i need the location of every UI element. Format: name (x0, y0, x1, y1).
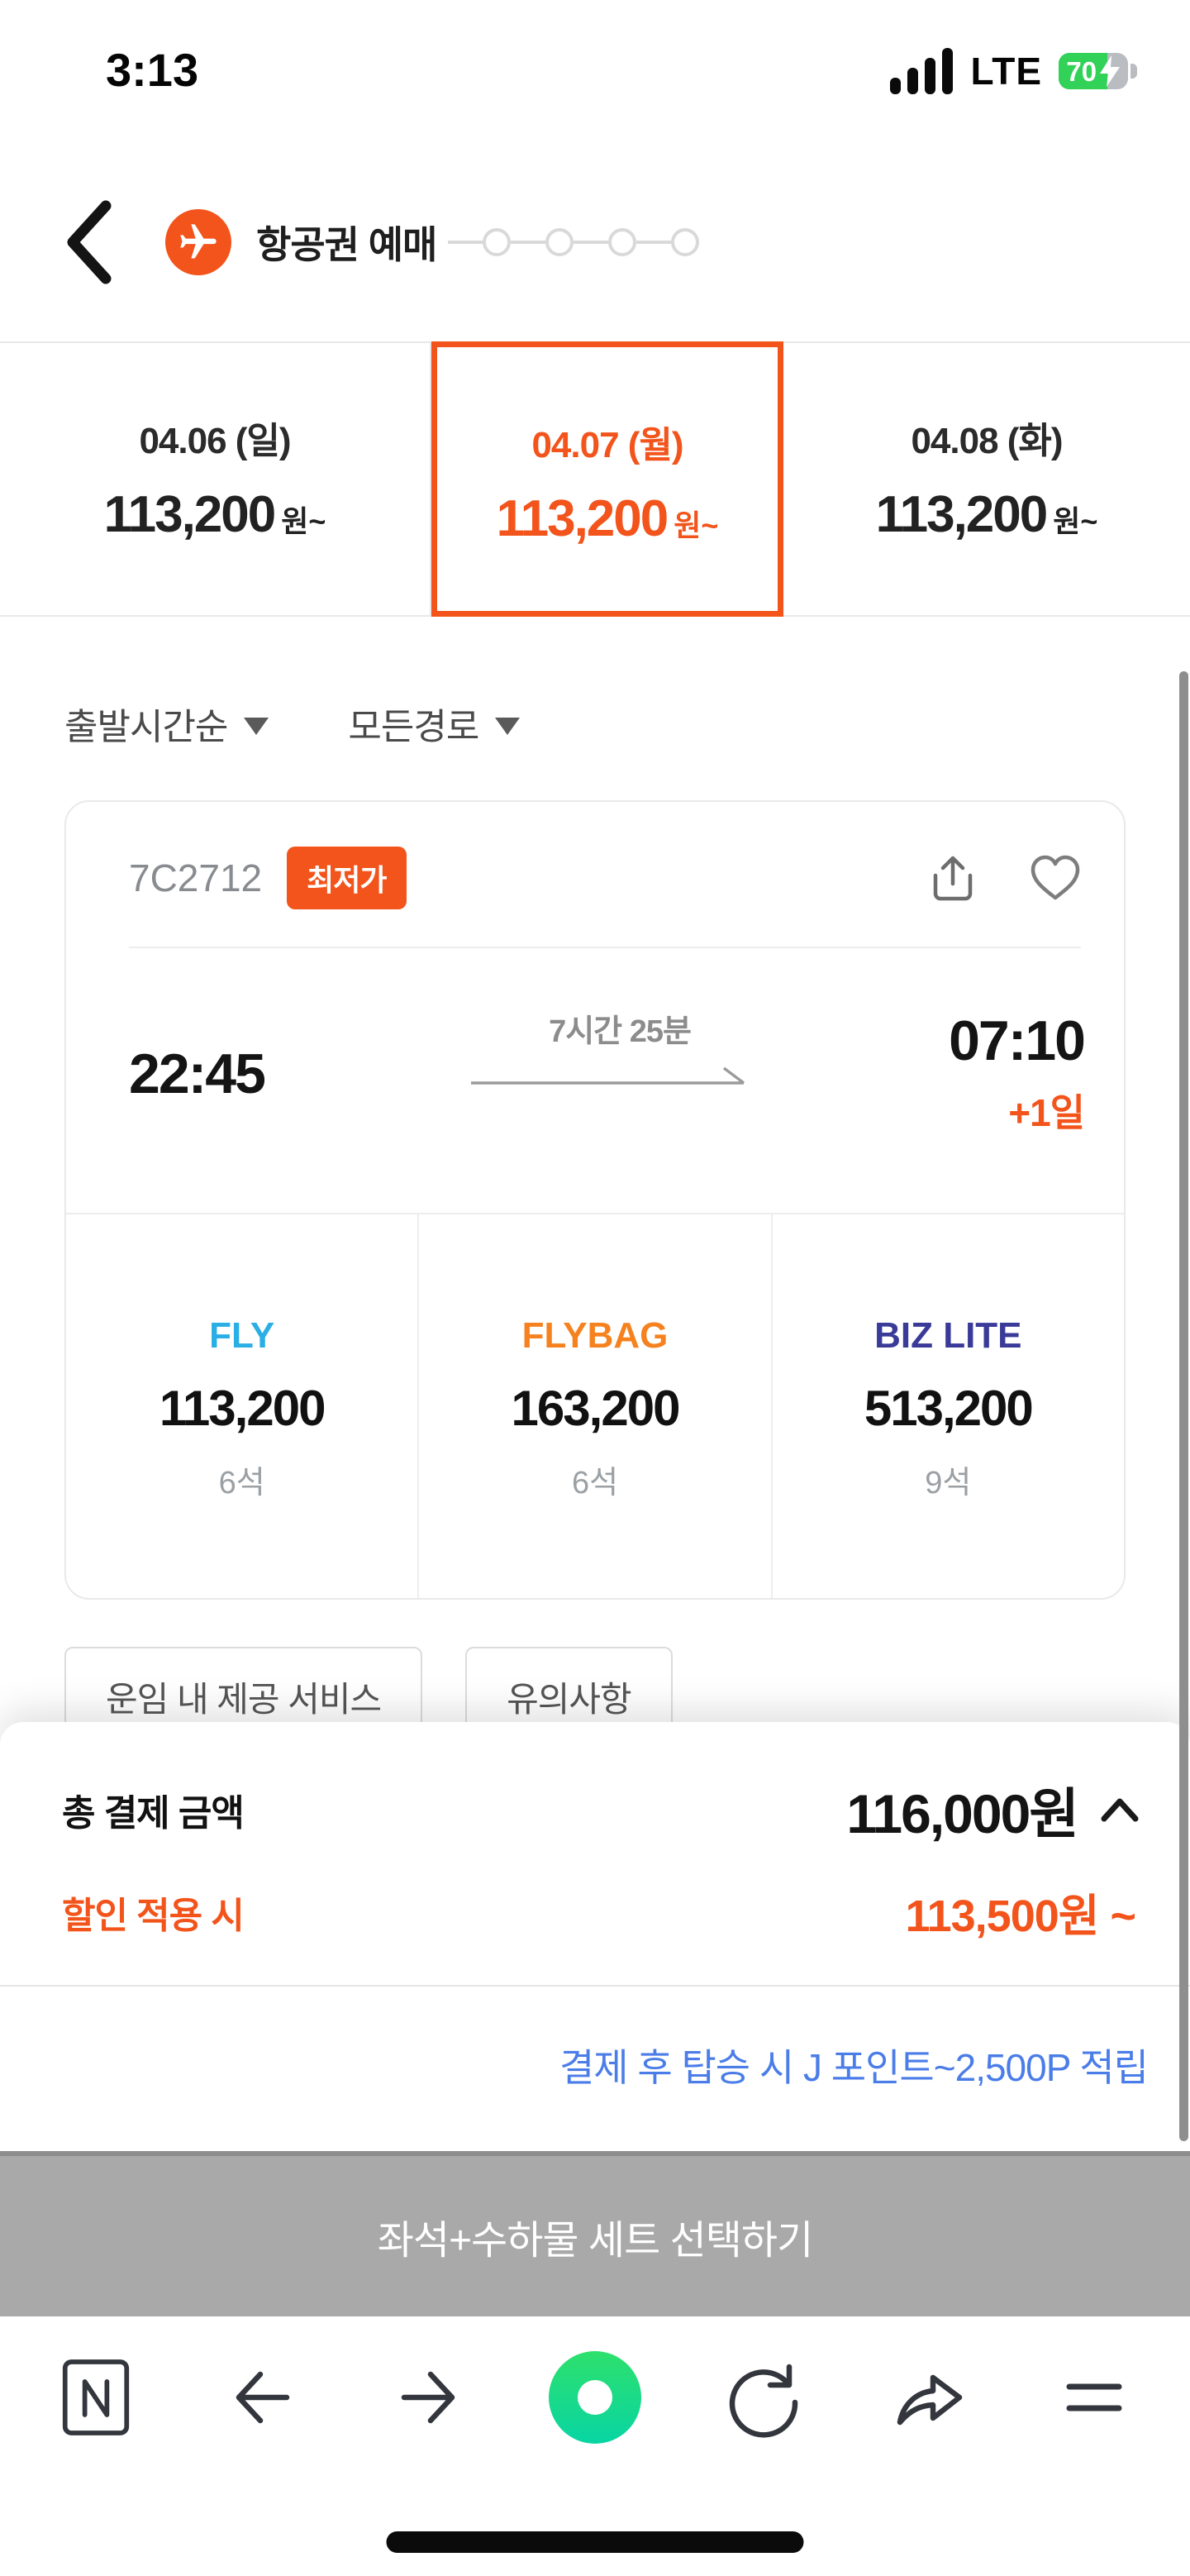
total-payment-value: 116,000원 (846, 1783, 1079, 1844)
fare-name: FLYBAG (521, 1315, 669, 1356)
airline-logo (165, 209, 231, 275)
menu-icon (1066, 2383, 1122, 2411)
step-dot (483, 228, 512, 256)
browser-toolbar (0, 2316, 1190, 2576)
app-header: 항공권 예매 (64, 197, 1140, 288)
fare-price: 513,200 (864, 1381, 1034, 1436)
heart-icon (1031, 855, 1080, 900)
favorite-button[interactable] (1030, 855, 1081, 901)
chevron-up-icon (1101, 1798, 1139, 1822)
date-tab-row: 04.06 (일) 113,200 원~ 04.07 (월) 113,200 원… (0, 341, 1190, 617)
date-label: 04.08 (화) (911, 421, 1063, 461)
scrollbar[interactable] (1179, 671, 1188, 2141)
status-time: 3:13 (106, 44, 199, 96)
battery-percent: 70 (1066, 56, 1097, 87)
date-tab-0407-selected[interactable]: 04.07 (월) 113,200 원~ (431, 341, 783, 617)
step-dot (671, 228, 700, 256)
fare-options: FLY 113,200 6석 FLYBAG 163,200 6석 BIZ LIT… (66, 1213, 1124, 1598)
points-note: 결제 후 탑승 시 J 포인트~2,500P 적립 (559, 2046, 1149, 2089)
home-icon (548, 2351, 641, 2444)
browser-back-button[interactable] (214, 2349, 310, 2445)
total-payment-row: 총 결제 금액 116,000원 (62, 1770, 1139, 1849)
sort-dropdown[interactable]: 출발시간순 (64, 697, 269, 750)
date-label: 04.07 (월) (531, 425, 683, 465)
sort-label: 출발시간순 (64, 707, 228, 747)
network-type-label: LTE (970, 50, 1042, 93)
date-tab-0408[interactable]: 04.08 (화) 113,200 원~ (783, 343, 1190, 615)
departure-time: 22:45 (129, 1042, 266, 1105)
charging-bolt-icon (1100, 55, 1120, 87)
chevron-left-icon (67, 200, 112, 284)
menu-button[interactable] (1046, 2349, 1142, 2445)
page-share-button[interactable] (880, 2349, 976, 2445)
filter-bar: 출발시간순 모든경로 (64, 697, 521, 750)
fare-price: 163,200 (511, 1381, 681, 1436)
back-button[interactable] (64, 197, 122, 288)
flight-duration: 7시간 25분 (549, 1014, 692, 1049)
page-title: 항공권 예매 (256, 223, 437, 266)
home-indicator[interactable] (386, 2531, 804, 2553)
total-payment-label: 총 결제 금액 (62, 1793, 245, 1834)
fare-option-bizlite[interactable]: BIZ LITE 513,200 9석 (770, 1214, 1124, 1598)
date-tab-0406[interactable]: 04.06 (일) 113,200 원~ (0, 343, 431, 615)
divider (0, 1985, 1190, 1987)
battery-fill (1059, 53, 1107, 89)
fare-name: BIZ LITE (874, 1315, 1022, 1356)
share-forward-icon (897, 2374, 962, 2426)
date-label: 04.06 (일) (139, 421, 291, 461)
fare-option-fly[interactable]: FLY 113,200 6석 (66, 1214, 417, 1598)
airplane-icon (180, 224, 217, 259)
date-price: 113,200 (875, 486, 1049, 543)
share-button[interactable] (929, 854, 977, 902)
payment-summary-sheet: 총 결제 금액 116,000원 할인 적용 시 113,500원 ~ 결제 후… (0, 1722, 1190, 2151)
share-icon (933, 856, 973, 901)
cta-label: 좌석+수하물 세트 선택하기 (377, 2219, 813, 2263)
fare-name: FLY (209, 1315, 275, 1356)
next-day-label: +1일 (1008, 1091, 1085, 1134)
naver-home-button[interactable] (547, 2349, 643, 2445)
date-price-suffix: 원~ (674, 508, 719, 542)
progress-stepper (448, 228, 700, 256)
arrival-time: 07:10 (949, 1009, 1086, 1072)
refresh-icon (730, 2364, 798, 2438)
step-dot (545, 228, 574, 256)
divider (129, 947, 1081, 948)
step-dot (608, 228, 637, 256)
browser-forward-button[interactable] (381, 2349, 477, 2445)
fare-seats: 6석 (571, 1466, 619, 1500)
signal-icon (889, 48, 953, 94)
chevron-down-icon (244, 717, 269, 735)
expand-sheet-button[interactable] (1101, 1797, 1139, 1822)
route-label: 모든경로 (348, 707, 479, 747)
lowest-price-badge: 최저가 (287, 847, 407, 909)
select-seat-baggage-button[interactable]: 좌석+수하물 세트 선택하기 (0, 2151, 1190, 2316)
naver-app-button[interactable] (48, 2349, 144, 2445)
fare-seats: 9석 (925, 1466, 972, 1500)
date-price: 113,200 (496, 490, 669, 547)
naver-app-icon (62, 2359, 130, 2435)
flight-card-header: 7C2712 최저가 (129, 843, 1081, 913)
chevron-down-icon (495, 717, 521, 735)
back-icon (236, 2371, 290, 2424)
fare-option-flybag[interactable]: FLYBAG 163,200 6석 (417, 1214, 770, 1598)
date-price: 113,200 (103, 486, 277, 543)
forward-icon (401, 2371, 455, 2424)
fare-price: 113,200 (159, 1381, 326, 1436)
duration-arrow-icon (471, 1065, 747, 1090)
discount-value: 113,500원 ~ (905, 1891, 1136, 1941)
route-dropdown[interactable]: 모든경로 (348, 697, 521, 750)
status-bar-right: LTE 70 (889, 48, 1137, 94)
date-price-suffix: 원~ (281, 504, 326, 538)
flight-number: 7C2712 (129, 856, 263, 899)
battery-icon: 70 (1059, 53, 1137, 89)
discount-row: 할인 적용 시 113,500원 ~ (62, 1879, 1136, 1944)
flight-card: 7C2712 최저가 22:45 7시간 25분 (64, 800, 1126, 1600)
discount-label: 할인 적용 시 (62, 1895, 245, 1936)
date-price-suffix: 원~ (1053, 504, 1098, 538)
fare-seats: 6석 (218, 1466, 265, 1500)
refresh-button[interactable] (713, 2349, 809, 2445)
